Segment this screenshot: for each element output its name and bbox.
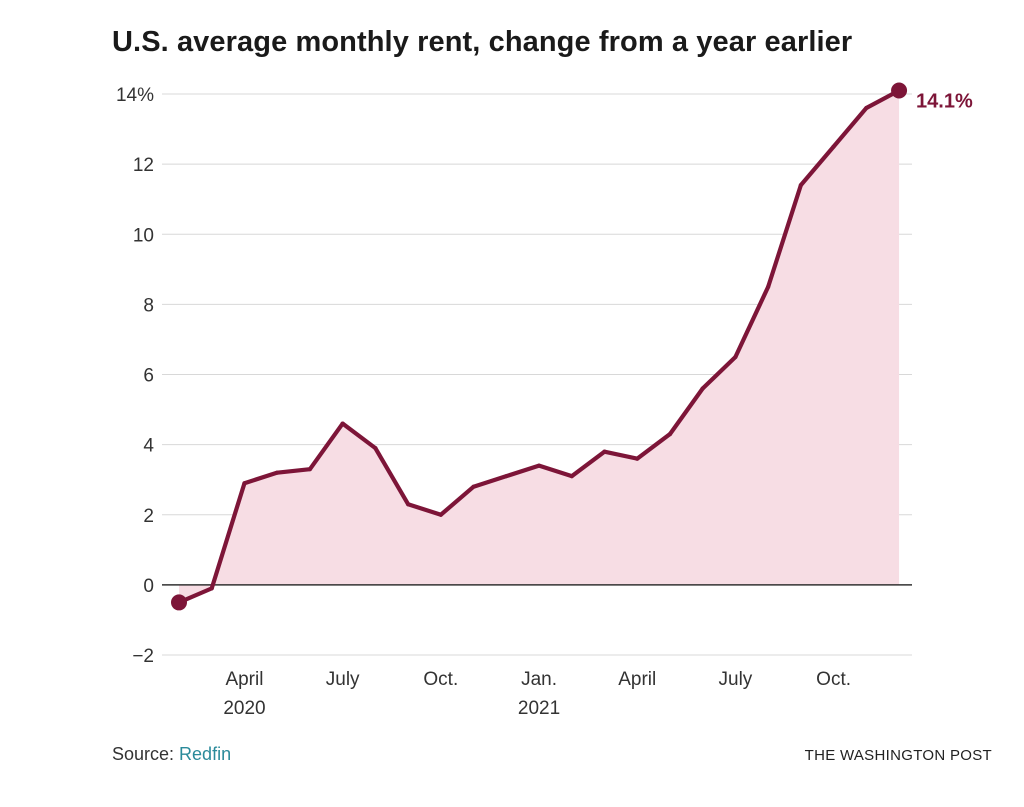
end-value-label: 14.1% [916,90,973,112]
y-tick-label: 14% [116,85,154,106]
x-tick-label: Jan. [521,669,557,690]
y-tick-label: 2 [143,506,154,527]
y-tick-label: 4 [143,436,154,457]
endpoint-marker [891,82,908,99]
source-link[interactable]: Redfin [179,744,232,764]
data-point [667,432,673,437]
data-point [864,105,869,111]
data-point [733,354,738,360]
data-point [373,446,378,451]
data-point [700,386,705,391]
data-point [635,456,640,461]
data-point [242,481,247,486]
data-point [831,144,836,149]
label-layer: −2 0 2 4 6 8 10 12 14% April 2020 July Oct. Jan. 2021 A… [116,85,973,719]
data-point [798,183,803,188]
data-point [602,449,607,454]
data-point [504,474,509,479]
source-note: Source: Redfin [112,744,231,765]
data-point [209,586,214,591]
area-fill [179,90,900,603]
y-tick-label: 8 [143,295,154,316]
x-tick-label: July [719,669,753,690]
x-tick-sublabel: 2020 [223,698,265,719]
y-tick-label: 0 [143,576,154,597]
source-label: Source: [112,744,180,764]
x-tick-label: April [225,669,263,690]
data-point [406,502,411,507]
data-point [340,421,345,426]
x-tick-label: April [618,669,656,690]
data-point [438,512,443,517]
x-tick-label: Oct. [816,669,851,690]
chart-title: U.S. average monthly rent, change from a… [112,26,853,58]
x-tick-sublabel: 2021 [518,698,560,719]
y-tick-label: 10 [133,225,154,246]
y-tick-label: −2 [132,646,154,667]
data-point [569,474,574,479]
area-layer [179,90,900,603]
data-point [471,484,476,489]
y-tick-label: 6 [143,366,154,387]
data-point [536,463,542,468]
x-tick-label: July [326,669,360,690]
data-point [307,467,313,472]
data-point [766,284,771,289]
y-tick-label: 12 [133,155,154,176]
data-point [275,470,280,475]
publisher-brand: THE WASHINGTON POST [804,747,992,764]
x-tick-label: Oct. [423,669,458,690]
endpoint-marker [171,594,187,611]
line-layer [171,82,908,611]
